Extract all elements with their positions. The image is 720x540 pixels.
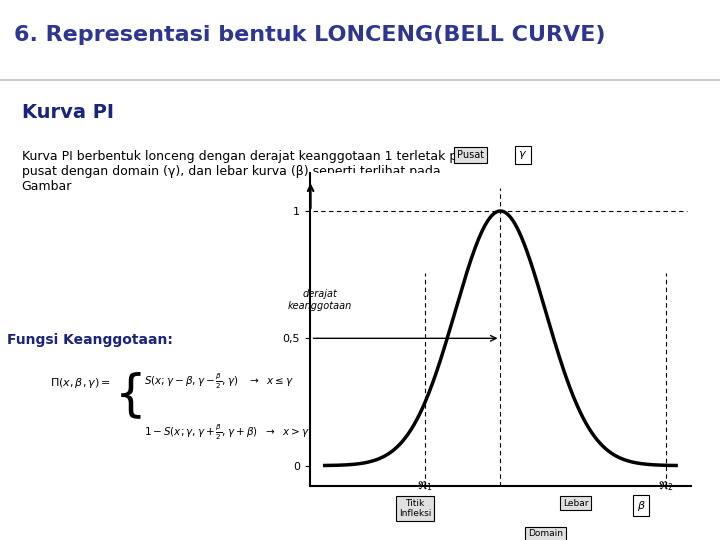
Text: Pusat: Pusat [456, 150, 484, 160]
Text: $\Pi(x,\beta,\gamma)=$: $\Pi(x,\beta,\gamma)=$ [50, 376, 112, 389]
Text: $\gamma$: $\gamma$ [518, 149, 528, 161]
Text: $\mathfrak{R}_2$: $\mathfrak{R}_2$ [658, 480, 674, 494]
Text: $\mathfrak{R}_1$: $\mathfrak{R}_1$ [417, 480, 433, 494]
Text: Kurva PI: Kurva PI [22, 103, 114, 122]
Text: Titik
Infleksi: Titik Infleksi [399, 499, 431, 518]
Text: $1-S(x;\gamma,\gamma+\frac{\beta}{2},\gamma+\beta)$  $\rightarrow$  $x>\gamma$: $1-S(x;\gamma,\gamma+\frac{\beta}{2},\ga… [144, 422, 310, 442]
Text: Kurva PI berbentuk lonceng dengan derajat keanggotaan 1 terletak pada
pusat deng: Kurva PI berbentuk lonceng dengan deraja… [22, 150, 480, 193]
Text: {: { [115, 371, 147, 419]
Text: $\beta$: $\beta$ [636, 499, 645, 513]
Text: Lebar: Lebar [563, 499, 588, 508]
Text: 6. Representasi bentuk LONCENG(BELL CURVE): 6. Representasi bentuk LONCENG(BELL CURV… [14, 25, 606, 45]
Text: Fungsi Keanggotaan:: Fungsi Keanggotaan: [7, 333, 173, 347]
Text: $S(x;\gamma-\beta,\gamma-\frac{\beta}{2},\gamma)$   $\rightarrow$  $x\leq\gamma$: $S(x;\gamma-\beta,\gamma-\frac{\beta}{2}… [144, 371, 294, 391]
Text: Domain: Domain [528, 529, 563, 538]
Text: derajat
keanggotaan: derajat keanggotaan [287, 289, 352, 311]
